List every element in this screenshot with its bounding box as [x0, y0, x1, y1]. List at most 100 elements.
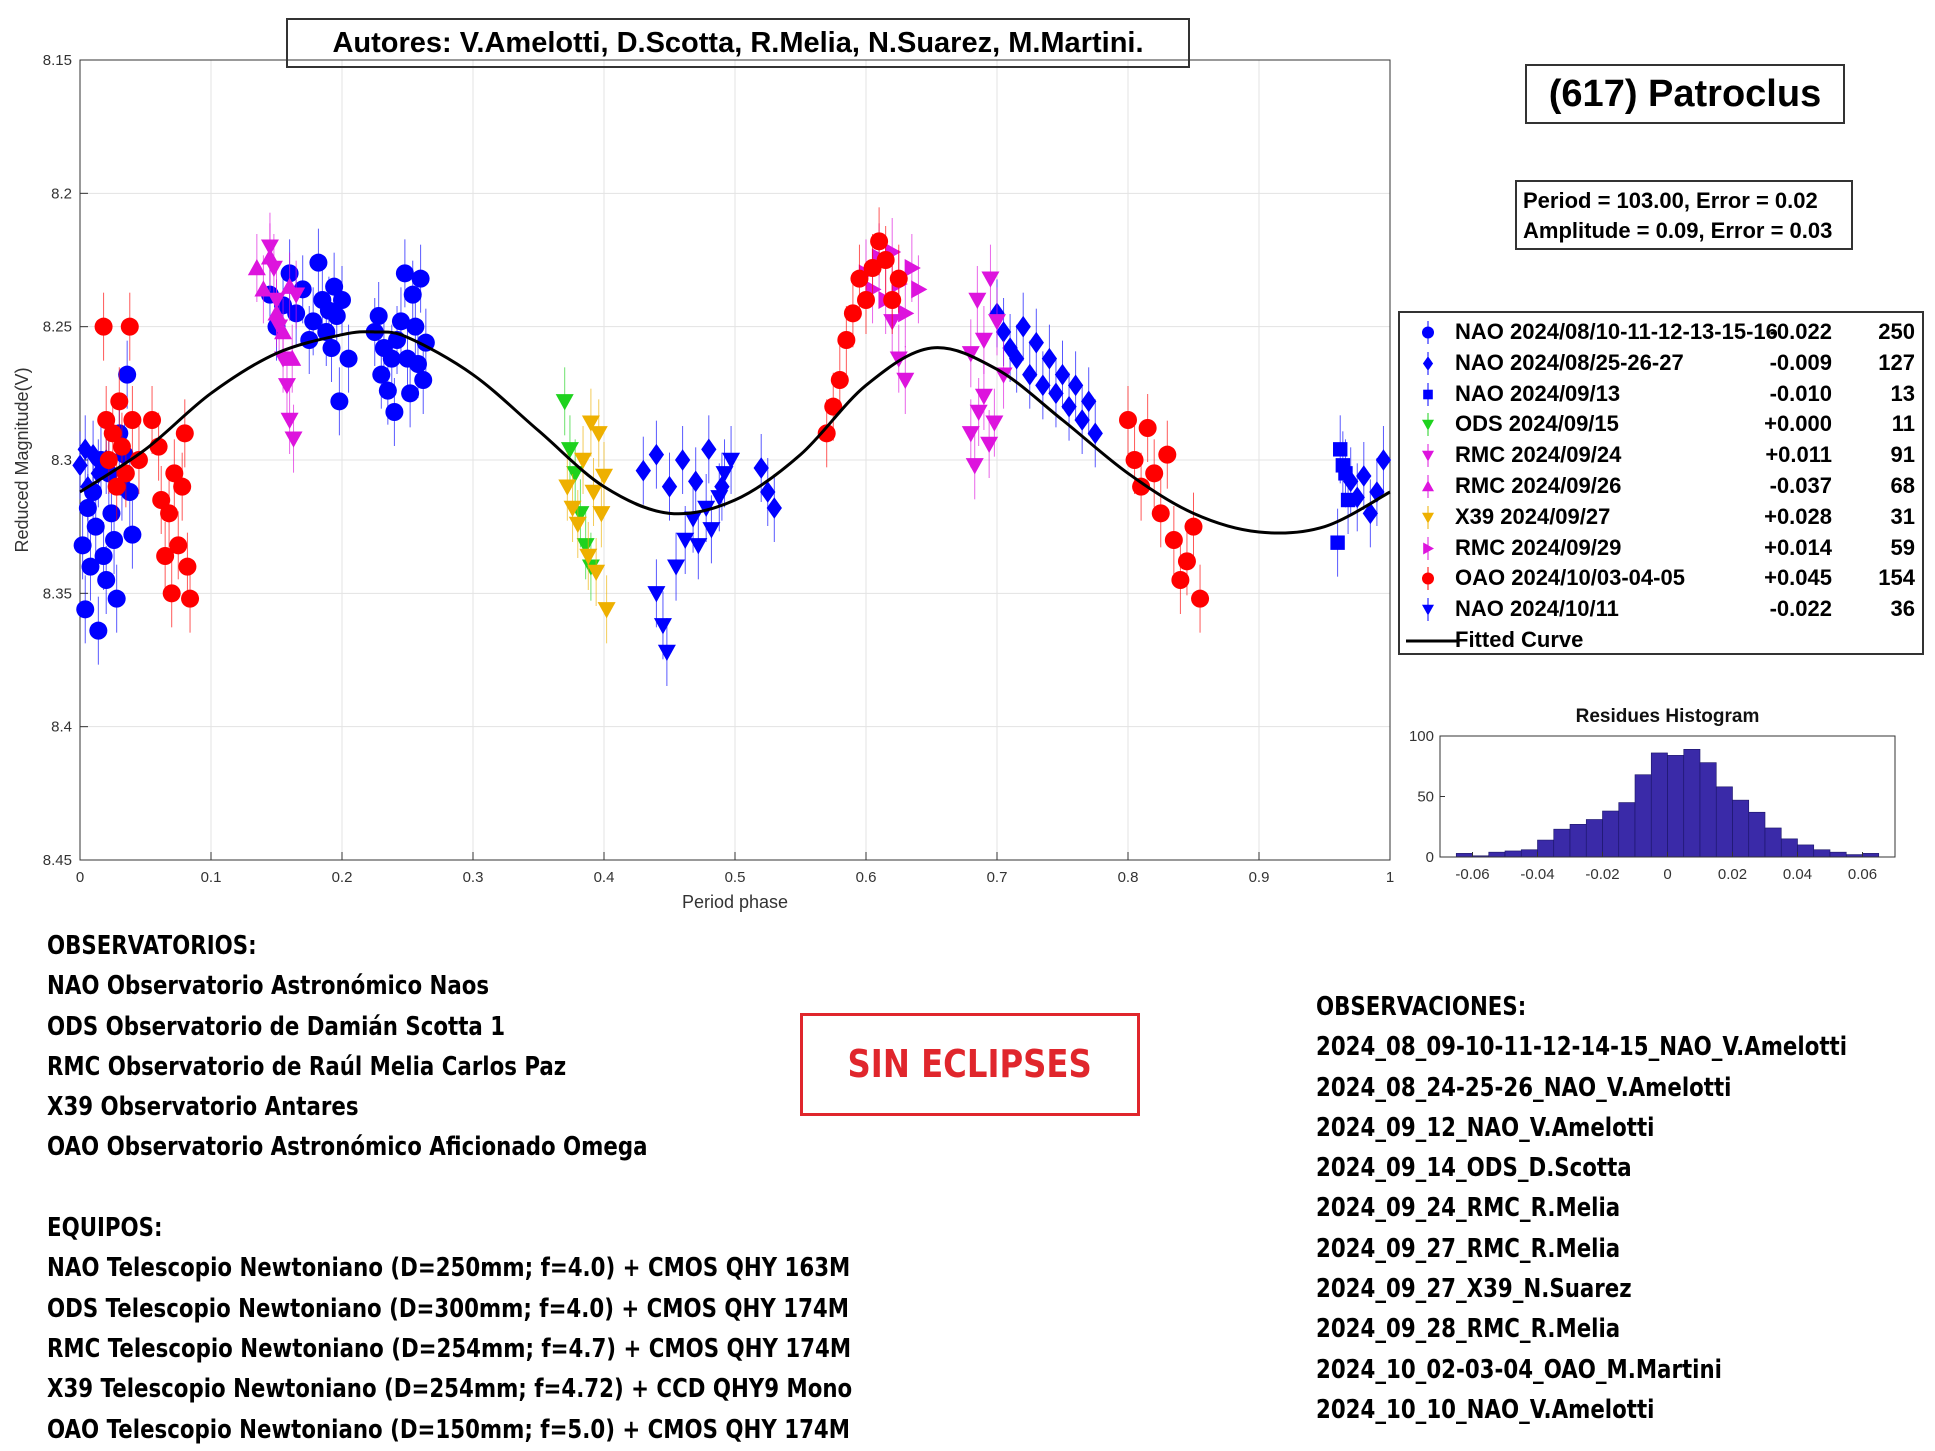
data-point [760, 481, 776, 503]
legend-marker [1422, 413, 1434, 437]
legend-offset: +0.028 [1764, 503, 1832, 529]
hist-x-tick-label: 0.04 [1783, 866, 1812, 883]
data-point [1081, 390, 1097, 413]
legend-label: NAO 2024/10/11 [1455, 596, 1619, 622]
legend-entry: OAO 2024/10/03-04-05 +0.045 154 [1400, 563, 1922, 594]
observation-line: 2024_10_02-03-04_OAO_M.Martini [1316, 1354, 1722, 1385]
data-point [1177, 552, 1196, 571]
x-tick-label: 1 [1386, 869, 1394, 886]
legend-entry: NAO 2024/09/13 -0.010 13 [1400, 379, 1922, 410]
data-point [1191, 589, 1210, 608]
legend-count: 154 [1878, 565, 1915, 591]
legend-marker [1423, 382, 1433, 406]
legend-symbol [1423, 542, 1434, 555]
data-point [1015, 315, 1031, 338]
histogram-bar [1585, 819, 1603, 858]
chart-legend: NAO 2024/08/10-11-12-13-15-16 -0.022 250 NA… [1398, 311, 1924, 655]
legend-offset: -0.009 [1769, 349, 1832, 375]
legend-count: 250 [1878, 319, 1915, 344]
data-point [1145, 464, 1164, 483]
amplitude-text: Amplitude = 0.09, Error = 0.03 [1523, 218, 1833, 243]
data-point [574, 452, 593, 469]
data-point [160, 504, 179, 523]
data-point [94, 317, 113, 336]
legend-marker [1406, 639, 1458, 643]
data-point [339, 349, 358, 368]
legend-marker [1422, 598, 1434, 622]
observatories-and-equipment-text: OBSERVATORIOS: NAO Observatorio Astronómi… [47, 926, 852, 1450]
y-tick-label: 8.2 [51, 185, 72, 202]
series-8 [94, 207, 1210, 633]
data-point [254, 280, 273, 297]
histogram-bar [1569, 824, 1587, 858]
x-tick-label: 0.5 [725, 869, 746, 886]
series-9 [647, 426, 741, 686]
data-point [961, 346, 980, 363]
x-tick-label: 0.1 [201, 869, 222, 886]
histogram-bar [1537, 839, 1555, 858]
data-point [830, 371, 849, 389]
data-point [414, 371, 433, 389]
data-point [284, 431, 303, 448]
info-line: EQUIPOS: [47, 1213, 163, 1244]
data-point [120, 317, 139, 336]
data-point [175, 424, 194, 443]
period-text: Period = 103.00, Error = 0.02 [1523, 188, 1818, 213]
data-point [563, 500, 582, 517]
data-point [1369, 481, 1385, 503]
data-point [123, 411, 142, 429]
legend-count: 13 [1890, 380, 1915, 406]
data-point [883, 291, 902, 309]
series-6 [558, 388, 616, 644]
data-point [1356, 465, 1372, 487]
info-line: X39 Telescopio Newtoniano (D=254mm; f=4.… [47, 1374, 853, 1405]
data-point [97, 571, 116, 589]
data-point [81, 557, 100, 576]
hist-y-tick-label: 50 [1417, 789, 1434, 806]
data-point [857, 291, 875, 309]
data-point [1087, 422, 1103, 445]
data-point [1048, 382, 1064, 405]
legend-symbol [1422, 450, 1434, 462]
data-point [118, 365, 137, 384]
data-point [817, 424, 836, 443]
data-point [898, 304, 915, 323]
hist-x-tick-label: -0.06 [1455, 866, 1489, 883]
data-point [162, 584, 181, 603]
data-point [1022, 363, 1038, 386]
legend-marker [1422, 475, 1434, 498]
residues-histogram-chart: Residues Histogram -0.06 -0.04 -0.02 0 0.02 0.… [1409, 706, 1896, 883]
histogram-bar [1602, 810, 1620, 858]
legend-symbol [1422, 512, 1434, 524]
data-point [1074, 409, 1090, 431]
data-point [1171, 571, 1190, 589]
data-point [555, 394, 574, 411]
info-line [47, 1168, 852, 1208]
data-point [688, 470, 704, 493]
data-point [980, 436, 999, 453]
data-point [576, 538, 595, 555]
data-point [395, 264, 414, 283]
data-point [896, 372, 915, 389]
legend-offset: +0.045 [1764, 565, 1832, 591]
authors-box: Autores: V.Amelotti, D.Scotta, R.Melia, … [286, 18, 1190, 68]
observation-line: 2024_09_27_RMC_R.Melia [1316, 1233, 1621, 1264]
legend-symbol [1423, 389, 1433, 399]
authors-text: Autores: V.Amelotti, D.Scotta, R.Melia, … [332, 27, 1144, 59]
legend-symbol [1422, 480, 1434, 492]
data-point [597, 602, 616, 619]
data-point [333, 291, 351, 309]
data-point [277, 378, 296, 395]
data-point [701, 438, 717, 461]
y-tick-label: 8.35 [43, 585, 72, 602]
data-point [403, 285, 422, 304]
legend-label: RMC 2024/09/24 [1455, 442, 1622, 468]
data-point [1184, 517, 1203, 536]
data-point [653, 618, 672, 635]
data-point [702, 522, 721, 539]
legend-label: RMC 2024/09/29 [1455, 534, 1622, 560]
data-point [280, 412, 299, 429]
series-5 [247, 223, 302, 393]
data-point [327, 307, 346, 325]
data-point [1041, 347, 1058, 370]
